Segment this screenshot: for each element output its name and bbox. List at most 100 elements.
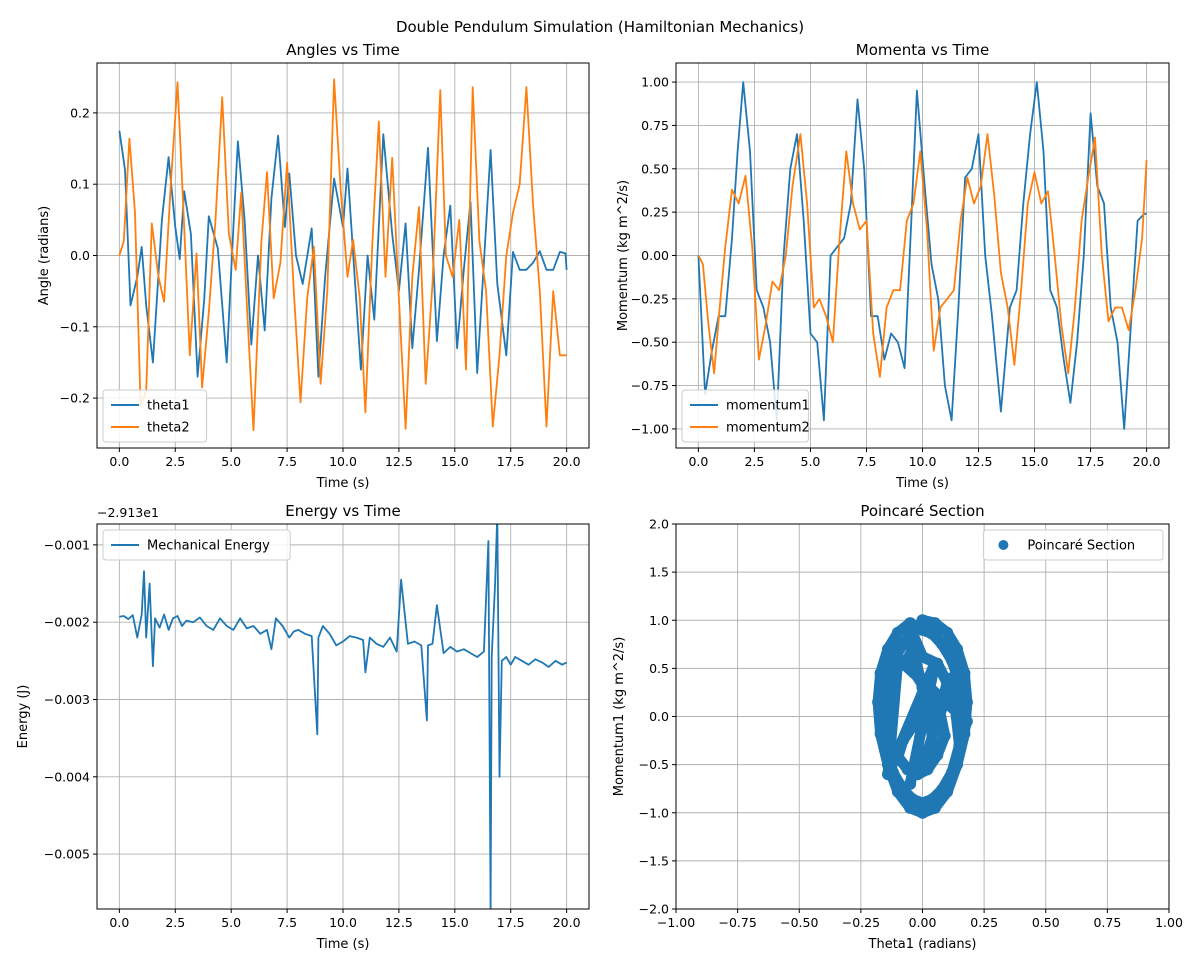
y-tick-label: −0.003 — [44, 692, 90, 707]
y-tick-label: −0.50 — [631, 335, 669, 350]
y-axis-label: Momentum (kg m^2/s) — [616, 180, 631, 331]
figure-suptitle: Double Pendulum Simulation (Hamiltonian … — [396, 18, 804, 36]
x-tick-label: 17.5 — [497, 454, 525, 469]
legend: momentum1 momentum2 — [681, 389, 810, 443]
y-tick-label: −0.002 — [44, 615, 90, 630]
legend-label: momentum1 — [726, 399, 810, 414]
x-tick-label: 10.0 — [329, 454, 357, 469]
x-tick-label: 20.0 — [553, 915, 581, 930]
panel-title: Energy vs Time — [285, 502, 400, 520]
legend-box — [681, 389, 809, 443]
momenta-panel: 0.0 2.5 5.0 7.5 10.0 12.5 15.0 17.5 20.0 −1.00 −0.… — [616, 41, 1170, 491]
x-tick-label: 2.5 — [165, 454, 185, 469]
y-tick-label: −1.00 — [631, 421, 669, 436]
y-tick-label: −0.001 — [44, 537, 90, 552]
x-tick-label: 15.0 — [441, 915, 469, 930]
x-tick-label: 17.5 — [497, 915, 525, 930]
legend: Mechanical Energy — [102, 529, 291, 561]
legend-label: Poincaré Section — [1027, 539, 1135, 554]
x-tick-label: 2.5 — [165, 915, 185, 930]
x-axis-label: Time (s) — [316, 937, 370, 952]
y-tick-label: 0.00 — [641, 248, 669, 263]
x-tick-label: 10.0 — [909, 454, 937, 469]
x-tick-label: 0.75 — [1093, 915, 1121, 930]
x-tick-label: 7.5 — [857, 454, 877, 469]
y-axis-label: Angle (radians) — [37, 206, 52, 305]
y-tick-label: 2.0 — [649, 517, 669, 532]
panel-title: Angles vs Time — [286, 41, 399, 59]
y-tick-label: −0.75 — [631, 378, 669, 393]
y-tick-label: −0.2 — [60, 391, 90, 406]
y-tick-label: −2.0 — [639, 902, 669, 917]
energy-panel: 0.0 2.5 5.0 7.5 10.0 12.5 15.0 17.5 20.0 −0.005 −0… — [16, 502, 590, 952]
poincare-panel: −1.00 −0.75 −0.50 −0.25 0.00 0.25 0.50 0.75 1.00… — [612, 502, 1183, 952]
y-tick-label: 0.0 — [649, 709, 669, 724]
x-tick-label: 17.5 — [1077, 454, 1105, 469]
legend-box — [982, 529, 1164, 561]
x-tick-label: 0.0 — [109, 915, 129, 930]
legend-box — [102, 529, 291, 561]
angles-panel: 0.0 2.5 5.0 7.5 10.0 12.5 15.0 17.5 20.0 −0.2 −0.1… — [37, 41, 590, 491]
y-tick-label: −0.25 — [631, 291, 669, 306]
x-axis-label: Time (s) — [895, 476, 949, 491]
y-tick-label: 0.25 — [641, 205, 669, 220]
y-tick-label: 0.1 — [70, 177, 90, 192]
series-line-momentum1 — [697, 81, 1147, 430]
x-tick-label: −1.00 — [657, 915, 695, 930]
y-tick-label: −1.5 — [639, 853, 669, 868]
series-line-theta2 — [118, 78, 567, 432]
x-tick-label: 20.0 — [1133, 454, 1161, 469]
x-tick-label: 15.0 — [1021, 454, 1049, 469]
y-tick-label: 1.00 — [641, 75, 669, 90]
y-tick-label: 1.0 — [649, 613, 669, 628]
x-tick-label: 0.50 — [1032, 915, 1060, 930]
series-line-momentum2 — [697, 133, 1148, 378]
series-line-theta1 — [118, 130, 568, 378]
x-tick-label: 12.5 — [965, 454, 993, 469]
legend: theta1 theta2 — [102, 389, 208, 443]
x-tick-label: 12.5 — [385, 915, 413, 930]
x-tick-label: 7.5 — [277, 454, 297, 469]
y-axis-label: Energy (J) — [16, 685, 31, 749]
x-tick-label: 1.00 — [1155, 915, 1183, 930]
legend: Poincaré Section — [982, 529, 1164, 561]
y-tick-label: 0.5 — [649, 661, 669, 676]
y-tick-label: −0.004 — [44, 769, 90, 784]
x-tick-label: −0.25 — [842, 915, 880, 930]
legend-marker — [998, 540, 1009, 550]
x-tick-label: 2.5 — [744, 454, 764, 469]
panel-title: Poincaré Section — [860, 502, 984, 520]
y-axis-label: Momentum1 (kg m^2/s) — [612, 637, 627, 797]
x-axis-label: Time (s) — [316, 476, 370, 491]
y-tick-label: 1.5 — [649, 565, 669, 580]
x-tick-label: 10.0 — [329, 915, 357, 930]
x-axis-label: Theta1 (radians) — [868, 937, 977, 952]
x-tick-label: 0.25 — [970, 915, 998, 930]
y-tick-label: 0.0 — [70, 248, 90, 263]
x-tick-label: −0.50 — [780, 915, 818, 930]
x-tick-label: 5.0 — [221, 454, 241, 469]
y-tick-label: −0.005 — [44, 847, 90, 862]
y-tick-label: 0.2 — [70, 105, 90, 120]
y-tick-label: 0.75 — [641, 118, 669, 133]
offset-label: −2.913e1 — [97, 505, 159, 520]
x-tick-label: 0.0 — [688, 454, 708, 469]
x-tick-label: 0.00 — [909, 915, 937, 930]
legend-label: theta2 — [147, 421, 190, 436]
x-tick-label: 12.5 — [385, 454, 413, 469]
legend-box — [102, 389, 208, 443]
legend-label: theta1 — [147, 399, 190, 414]
x-tick-label: 5.0 — [801, 454, 821, 469]
y-tick-label: −1.0 — [639, 805, 669, 820]
y-tick-label: −0.1 — [60, 319, 90, 334]
y-tick-label: −0.5 — [639, 757, 669, 772]
x-tick-label: 0.0 — [109, 454, 129, 469]
y-tick-label: 0.50 — [641, 161, 669, 176]
x-tick-label: 7.5 — [277, 915, 297, 930]
x-tick-label: 20.0 — [553, 454, 581, 469]
series-line-mechanical-energy — [119, 524, 568, 909]
legend-label: momentum2 — [726, 421, 810, 436]
legend-label: Mechanical Energy — [147, 539, 270, 554]
x-tick-label: −0.75 — [718, 915, 756, 930]
